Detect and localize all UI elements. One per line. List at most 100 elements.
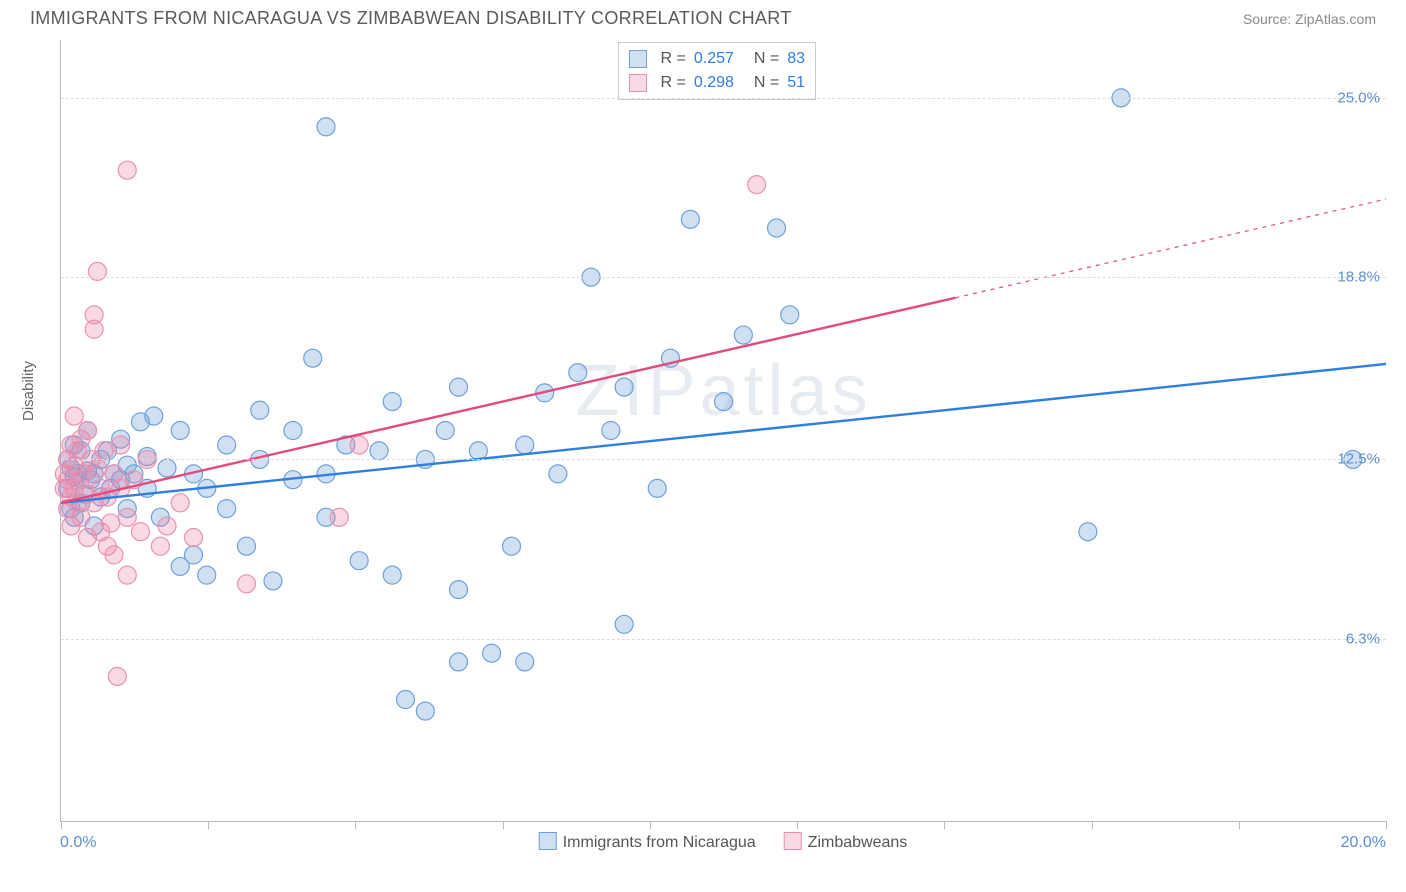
grid-line — [61, 98, 1386, 99]
data-point — [681, 210, 699, 228]
data-point — [151, 537, 169, 555]
data-point — [118, 566, 136, 584]
stats-legend: R = 0.257 N = 83 R = 0.298 N = 51 — [618, 42, 817, 100]
data-point — [118, 161, 136, 179]
data-point — [105, 546, 123, 564]
data-point — [65, 407, 83, 425]
stats-legend-row: R = 0.257 N = 83 — [629, 47, 806, 71]
data-point — [88, 459, 106, 477]
data-point — [615, 615, 633, 633]
data-point — [79, 422, 97, 440]
data-point — [734, 326, 752, 344]
data-point — [503, 537, 521, 555]
data-point — [450, 378, 468, 396]
data-point — [185, 529, 203, 547]
trend-line — [61, 364, 1386, 503]
n-label: N = — [754, 71, 779, 95]
legend-swatch — [629, 50, 647, 68]
r-label: R = — [661, 47, 686, 71]
plot-area: ZIPatlas R =0.257N =83R =0.298N =51 6.3%… — [60, 40, 1386, 822]
data-point — [549, 465, 567, 483]
legend-item: Immigrants from Nicaragua — [539, 832, 756, 852]
r-value: 0.257 — [694, 47, 734, 71]
data-point — [1079, 523, 1097, 541]
data-point — [158, 459, 176, 477]
legend-swatch — [629, 74, 647, 92]
y-tick-label: 25.0% — [1337, 89, 1380, 106]
data-point — [238, 537, 256, 555]
data-point — [516, 653, 534, 671]
data-point — [118, 508, 136, 526]
data-point — [304, 349, 322, 367]
x-max-label: 20.0% — [1341, 834, 1386, 852]
data-point — [317, 118, 335, 136]
data-point — [158, 517, 176, 535]
data-point — [615, 378, 633, 396]
y-tick-label: 18.8% — [1337, 269, 1380, 286]
data-point — [330, 508, 348, 526]
data-point — [648, 479, 666, 497]
stats-legend-row: R = 0.298 N = 51 — [629, 71, 806, 95]
data-point — [569, 364, 587, 382]
data-point — [238, 575, 256, 593]
data-point — [218, 500, 236, 518]
data-point — [85, 320, 103, 338]
chart-container: Disability ZIPatlas R =0.257N =83R =0.29… — [30, 40, 1386, 862]
data-point — [264, 572, 282, 590]
series-legend: Immigrants from Nicaragua Zimbabweans — [539, 832, 908, 852]
data-point — [350, 552, 368, 570]
data-point — [370, 442, 388, 460]
y-tick-label: 6.3% — [1346, 630, 1380, 647]
x-min-label: 0.0% — [60, 834, 96, 852]
x-axis: 0.0% Immigrants from Nicaragua Zimbabwean… — [60, 828, 1386, 852]
data-point — [768, 219, 786, 237]
data-point — [436, 422, 454, 440]
data-point — [95, 442, 113, 460]
data-point — [450, 581, 468, 599]
legend-item: Zimbabweans — [784, 832, 908, 852]
source-label: Source: ZipAtlas.com — [1243, 11, 1376, 27]
data-point — [350, 436, 368, 454]
data-point — [483, 644, 501, 662]
data-point — [748, 176, 766, 194]
data-point — [185, 546, 203, 564]
data-point — [416, 702, 434, 720]
legend-swatch — [784, 832, 802, 850]
data-point — [383, 566, 401, 584]
data-point — [171, 422, 189, 440]
data-point — [108, 667, 126, 685]
data-point — [102, 514, 120, 532]
data-point — [516, 436, 534, 454]
trend-line-dashed — [955, 199, 1386, 298]
data-point — [218, 436, 236, 454]
data-point — [132, 523, 150, 541]
chart-title: IMMIGRANTS FROM NICARAGUA VS ZIMBABWEAN … — [30, 8, 792, 29]
data-point — [383, 393, 401, 411]
grid-line — [61, 639, 1386, 640]
data-point — [171, 494, 189, 512]
trend-line — [61, 298, 955, 503]
legend-label: Immigrants from Nicaragua — [563, 834, 756, 851]
data-point — [397, 691, 415, 709]
data-point — [112, 436, 130, 454]
legend-swatch — [539, 832, 557, 850]
legend-label: Zimbabweans — [808, 834, 908, 851]
data-point — [72, 508, 90, 526]
y-axis-label: Disability — [20, 361, 37, 421]
data-point — [284, 422, 302, 440]
n-label: N = — [754, 47, 779, 71]
r-label: R = — [661, 71, 686, 95]
r-value: 0.298 — [694, 71, 734, 95]
grid-line — [61, 459, 1386, 460]
data-point — [602, 422, 620, 440]
x-tick — [1386, 821, 1387, 829]
n-value: 51 — [787, 71, 805, 95]
data-point — [145, 407, 163, 425]
grid-line — [61, 277, 1386, 278]
scatter-svg — [61, 40, 1386, 821]
data-point — [469, 442, 487, 460]
y-tick-label: 12.5% — [1337, 451, 1380, 468]
n-value: 83 — [787, 47, 805, 71]
data-point — [781, 306, 799, 324]
data-point — [198, 566, 216, 584]
